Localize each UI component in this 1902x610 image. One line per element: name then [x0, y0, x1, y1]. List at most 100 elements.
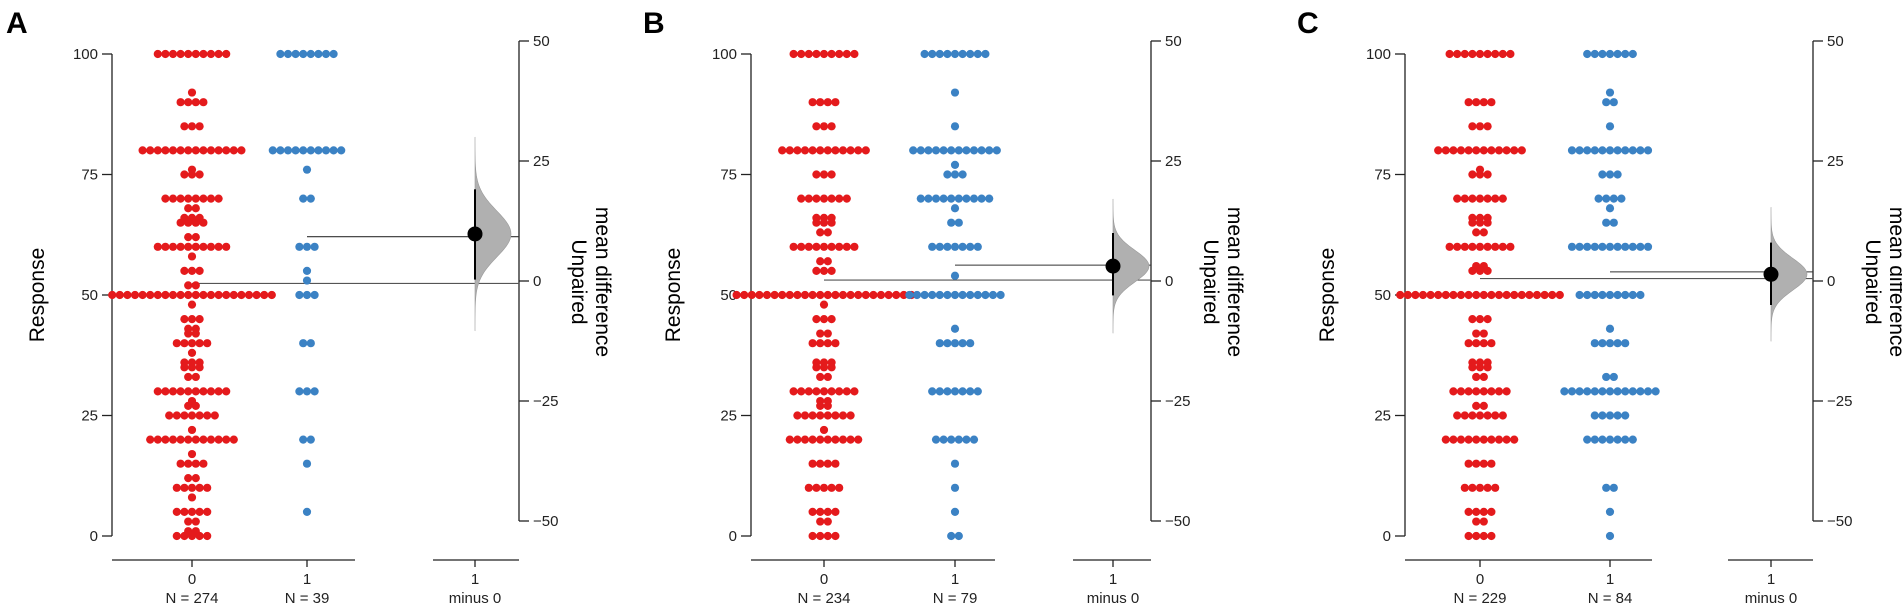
group1-point	[954, 146, 963, 155]
group1-point	[1621, 146, 1630, 155]
group0-point	[206, 290, 216, 300]
group0-point	[184, 146, 193, 155]
group1-point	[1636, 290, 1645, 300]
group1-point	[302, 290, 312, 300]
group0-point	[819, 218, 829, 227]
group0-point	[808, 507, 817, 516]
group0-point	[812, 315, 821, 324]
group1-point	[1628, 387, 1637, 396]
group0-point	[203, 483, 212, 492]
group0-point	[206, 435, 216, 444]
group0-point	[1468, 49, 1477, 59]
panel-b: B Response 0 25 50 75 100 0 N = 234 1 N = 79 1 minus…	[643, 7, 1246, 607]
group1-point	[950, 170, 960, 179]
group0-point	[184, 281, 193, 290]
x-tick-sublabel: minus 0	[1087, 590, 1140, 607]
group0-point	[176, 146, 185, 155]
group0-point	[819, 49, 829, 59]
group1-point	[306, 435, 315, 444]
group0-point	[1475, 218, 1485, 227]
group1-point	[935, 49, 944, 59]
group0-point	[861, 290, 870, 300]
group0-point	[199, 146, 208, 155]
group1-point	[958, 242, 967, 251]
group0-point	[1472, 507, 1481, 516]
group1-point	[973, 387, 982, 396]
group1-point	[973, 242, 982, 251]
group1-point	[962, 435, 971, 444]
group1-point	[958, 290, 967, 300]
group1-point	[1605, 387, 1615, 396]
group0-point	[1472, 228, 1481, 237]
group0-point	[876, 290, 886, 300]
group1-point	[1609, 194, 1618, 203]
group0-point	[161, 387, 170, 396]
group0-point	[740, 290, 749, 300]
group1-point	[954, 218, 963, 227]
group0-point	[1483, 170, 1492, 179]
group1-point	[1598, 170, 1607, 179]
bootstrap-distribution	[1112, 198, 1150, 334]
group0-point	[187, 531, 197, 541]
group0-point	[172, 339, 181, 348]
group1-point	[988, 290, 998, 300]
group0-point	[1498, 49, 1507, 59]
group0-point	[199, 435, 208, 444]
group1-point	[966, 339, 975, 348]
group0-point	[804, 242, 813, 251]
group0-point	[1464, 387, 1473, 396]
group0-point	[823, 290, 832, 300]
group0-point	[819, 363, 829, 372]
group0-point	[191, 387, 200, 396]
group0-point	[153, 435, 162, 444]
group0-point	[1449, 146, 1458, 155]
group0-point	[191, 459, 200, 468]
group0-point	[1441, 435, 1450, 444]
group0-point	[1510, 435, 1519, 444]
group1-point	[329, 49, 338, 59]
group0-point	[816, 531, 825, 541]
group0-point	[168, 290, 178, 300]
group1-point	[950, 160, 960, 169]
group1-point	[909, 146, 918, 155]
group0-point	[206, 242, 216, 251]
group1-point	[276, 146, 285, 155]
group0-point	[1487, 339, 1496, 348]
x-tick-label: 0	[1476, 571, 1484, 588]
group1-point	[962, 194, 971, 203]
group0-point	[1472, 459, 1481, 468]
group0-point	[800, 290, 810, 300]
group1-point	[966, 290, 975, 300]
group0-point	[793, 290, 802, 300]
group1-point	[1621, 290, 1630, 300]
group0-point	[184, 329, 193, 338]
group1-point	[321, 146, 331, 155]
group0-point	[1479, 401, 1488, 410]
group1-point	[1636, 387, 1645, 396]
x-tick-label: 1	[1606, 571, 1614, 588]
group1-point	[299, 435, 308, 444]
group1-point	[1628, 146, 1637, 155]
left-y-tick-label: 25	[81, 408, 98, 425]
group0-point	[199, 218, 208, 227]
group0-point	[195, 507, 204, 516]
left-y-tick-label: 25	[720, 408, 737, 425]
group1-point	[1613, 146, 1622, 155]
group0-point	[222, 435, 231, 444]
y-axis-title: Response	[26, 248, 49, 343]
group1-point	[1605, 170, 1615, 179]
group0-point	[195, 531, 204, 541]
group0-point	[176, 218, 185, 227]
group1-point	[939, 435, 948, 444]
group0-point	[180, 170, 189, 179]
group0-point	[161, 242, 170, 251]
group0-point	[1479, 228, 1488, 237]
group0-point	[187, 348, 197, 357]
group0-point	[823, 146, 832, 155]
group1-point	[295, 387, 304, 396]
group0-point	[1403, 290, 1412, 300]
group1-point	[299, 49, 308, 59]
group1-point	[969, 435, 979, 444]
group1-point	[992, 146, 1001, 155]
group0-point	[823, 435, 832, 444]
